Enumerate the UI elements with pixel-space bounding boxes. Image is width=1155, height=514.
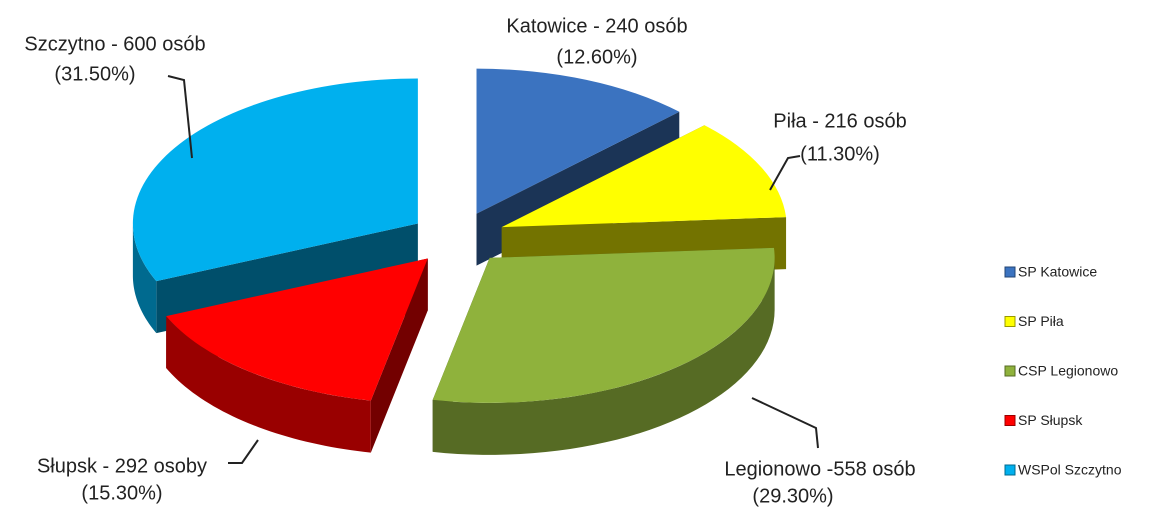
data-value-label: (15.30%) [81,482,162,504]
legend-label: CSP Legionowo [1018,363,1118,379]
legend-swatch [1004,415,1016,426]
pie-slice [166,258,428,401]
legend-swatch [1004,316,1016,327]
slice-wall [432,257,775,455]
pie-slice [476,68,680,214]
leader-line [751,397,819,449]
slice-wall [132,223,157,334]
leader-line [167,75,193,159]
leader-line [228,439,259,464]
legend-label: WSPol Szczytno [1018,462,1122,478]
data-label: Legionowo -558 osób [724,458,915,480]
pie-walls [132,223,775,455]
pie-slice [432,247,775,403]
data-value-label: (12.60%) [556,46,637,68]
legend-swatch [1004,365,1016,377]
legend-label: SP Katowice [1018,264,1097,280]
pie-tops [132,68,787,403]
data-label: Słupsk - 292 osoby [37,455,207,477]
pie-slice [132,78,418,282]
pie-slice [501,125,787,228]
data-value-label: (31.50%) [54,63,135,85]
legend-label: SP Słupsk [1018,412,1083,428]
legend-swatch [1004,266,1016,278]
data-label: Piła - 216 osób [773,110,906,132]
legend-label: SP Piła [1018,313,1064,329]
legend-swatch [1004,464,1016,476]
data-value-label: (29.30%) [752,485,833,507]
data-value-label: (11.30%) [800,143,880,165]
leader-line [769,155,801,191]
data-label: Szczytno - 600 osób [24,33,205,55]
slice-wall [166,316,371,453]
data-label: Katowice - 240 osób [506,15,687,37]
